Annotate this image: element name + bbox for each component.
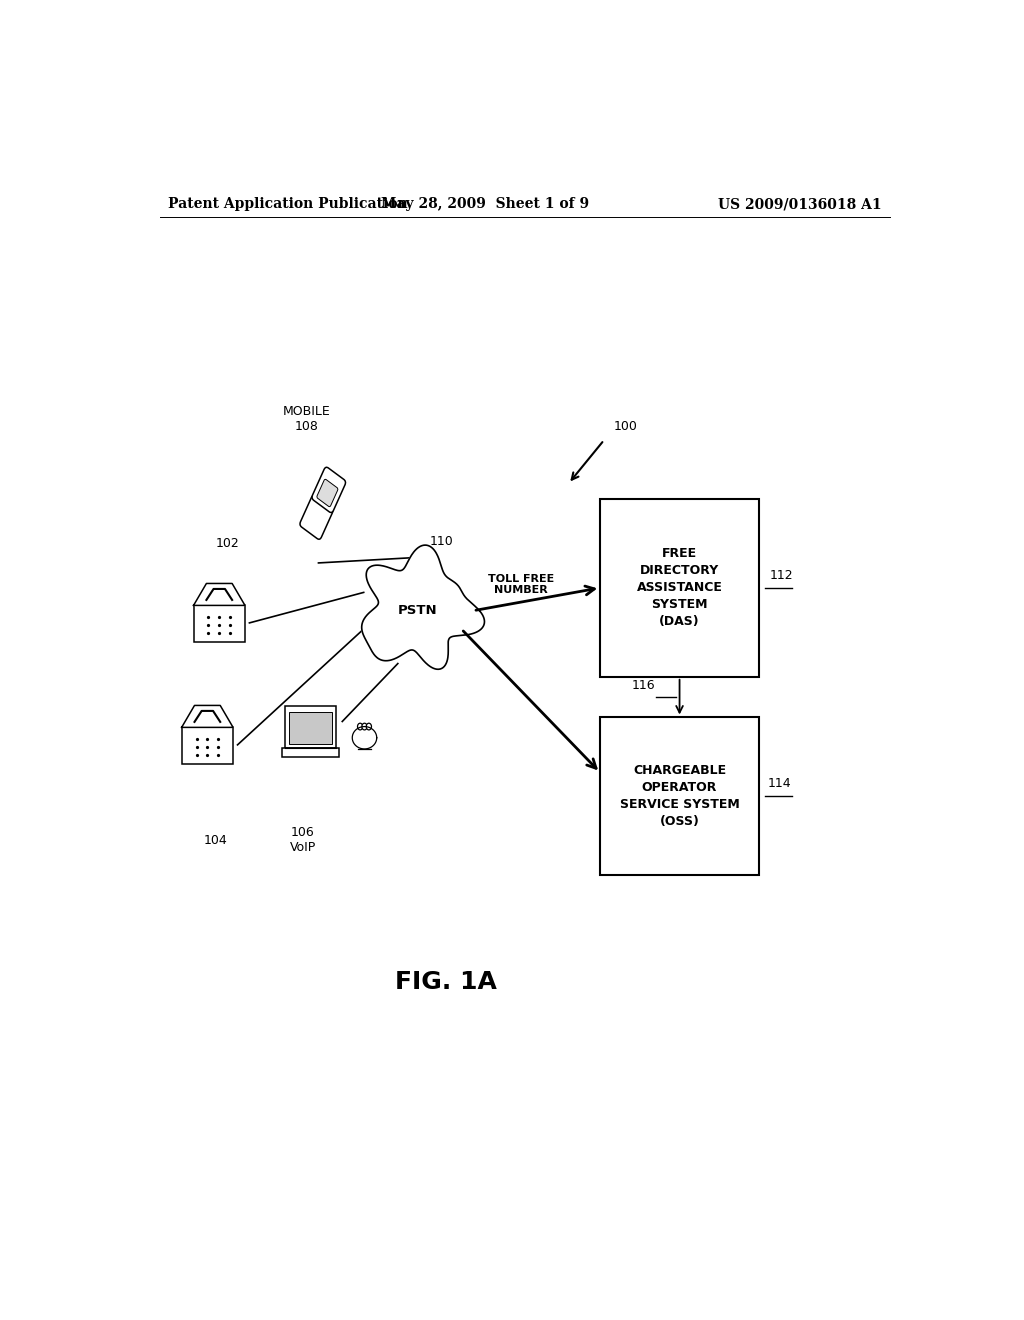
Polygon shape — [194, 583, 245, 606]
Text: MOBILE
108: MOBILE 108 — [283, 405, 331, 433]
Text: 116: 116 — [632, 678, 655, 692]
FancyBboxPatch shape — [300, 495, 333, 540]
Text: 112: 112 — [770, 569, 794, 582]
Text: PSTN: PSTN — [398, 605, 437, 618]
Text: May 28, 2009  Sheet 1 of 9: May 28, 2009 Sheet 1 of 9 — [381, 197, 589, 211]
Circle shape — [361, 723, 368, 730]
Bar — [600, 718, 759, 875]
FancyBboxPatch shape — [312, 467, 345, 512]
Bar — [283, 748, 339, 756]
Circle shape — [367, 723, 372, 730]
Polygon shape — [181, 705, 233, 727]
Text: 102: 102 — [215, 537, 239, 549]
Polygon shape — [361, 545, 484, 669]
FancyBboxPatch shape — [316, 479, 338, 507]
Text: US 2009/0136018 A1: US 2009/0136018 A1 — [718, 197, 882, 211]
Text: 106
VoIP: 106 VoIP — [290, 826, 315, 854]
Text: CHARGEABLE
OPERATOR
SERVICE SYSTEM
(OSS): CHARGEABLE OPERATOR SERVICE SYSTEM (OSS) — [620, 764, 739, 828]
Text: 114: 114 — [768, 777, 792, 791]
Text: 100: 100 — [613, 420, 638, 433]
Circle shape — [357, 723, 362, 730]
Text: TOLL FREE
NUMBER: TOLL FREE NUMBER — [487, 574, 554, 595]
Text: FIG. 1A: FIG. 1A — [394, 970, 497, 994]
Bar — [289, 713, 332, 744]
Text: 110: 110 — [430, 535, 454, 548]
Text: 104: 104 — [204, 834, 227, 847]
Bar — [194, 606, 245, 642]
Polygon shape — [352, 726, 377, 748]
Text: Patent Application Publication: Patent Application Publication — [168, 197, 408, 211]
Bar — [181, 727, 233, 764]
Bar — [285, 705, 336, 748]
Text: FREE
DIRECTORY
ASSISTANCE
SYSTEM
(DAS): FREE DIRECTORY ASSISTANCE SYSTEM (DAS) — [637, 548, 723, 628]
Bar — [600, 499, 759, 677]
